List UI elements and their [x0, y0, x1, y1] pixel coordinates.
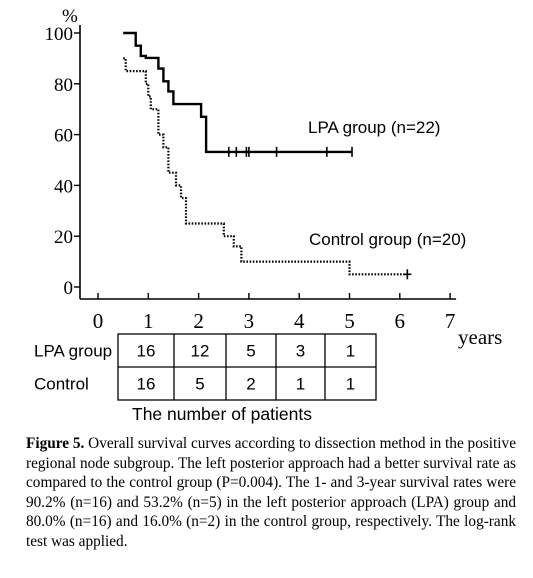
- y-tick-label: 100: [45, 24, 74, 45]
- risk-cell: 12: [191, 342, 210, 361]
- series-line-1: [123, 57, 408, 276]
- x-axis-unit: years: [458, 325, 502, 349]
- y-tick-label: 60: [54, 126, 73, 147]
- risk-cell: 5: [195, 375, 204, 394]
- risk-cell: 16: [137, 342, 156, 361]
- x-tick-label: 4: [294, 309, 305, 333]
- risk-cell: 5: [246, 342, 255, 361]
- series-label-lpa: LPA group (n=22): [308, 118, 440, 137]
- y-tick-label: 20: [54, 227, 73, 248]
- risk-row-label: Control: [34, 375, 89, 394]
- risk-cell: 2: [246, 375, 255, 394]
- y-tick-label: 40: [54, 176, 73, 197]
- risk-row-label: LPA group: [34, 342, 112, 361]
- caption-text: Overall survival curves according to dis…: [26, 435, 516, 550]
- y-axis-unit: %: [62, 6, 78, 27]
- risk-cell: 1: [346, 375, 355, 394]
- x-tick-label: 3: [244, 309, 255, 333]
- figure-caption: Figure 5. Overall survival curves accord…: [26, 434, 516, 551]
- x-tick-label: 2: [193, 309, 204, 333]
- risk-table-title: The number of patients: [132, 404, 312, 424]
- x-tick-label: 5: [344, 309, 355, 333]
- x-tick-label: 1: [143, 309, 154, 333]
- y-axis-ticks: 0 20 40 60 80 100: [45, 24, 80, 299]
- x-tick-label: 6: [395, 309, 406, 333]
- risk-cell: 1: [346, 342, 355, 361]
- chart-series: [123, 31, 412, 280]
- y-tick-label: 0: [64, 278, 74, 299]
- chart-axes: [79, 25, 457, 300]
- caption-label: Figure 5.: [26, 435, 85, 452]
- risk-cell: 3: [296, 342, 305, 361]
- x-tick-label: 0: [93, 309, 104, 333]
- x-axis-ticks: 0 1 2 3 4 5 6 7: [93, 293, 456, 333]
- series-label-control: Control group (n=20): [309, 230, 466, 249]
- series-line-0: [123, 31, 352, 154]
- risk-cell: 1: [296, 375, 305, 394]
- risk-table: LPA group 16 12 5 3 1 Control 16 5 2 1 1: [34, 333, 377, 401]
- risk-cell: 16: [137, 375, 156, 394]
- y-tick-label: 80: [54, 75, 73, 96]
- x-tick-label: 7: [445, 309, 456, 333]
